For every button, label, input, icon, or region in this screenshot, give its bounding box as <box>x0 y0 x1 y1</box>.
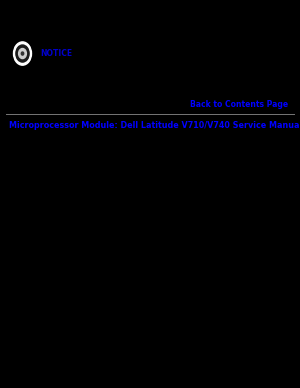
Circle shape <box>14 42 32 65</box>
Text: Microprocessor Module: Dell Latitude V710/V740 Service Manual: Microprocessor Module: Dell Latitude V71… <box>9 121 300 130</box>
Text: Back to Contents Page: Back to Contents Page <box>190 100 288 109</box>
Circle shape <box>21 52 24 55</box>
Text: NOTICE: NOTICE <box>40 49 73 58</box>
Circle shape <box>16 45 29 62</box>
Circle shape <box>19 48 26 59</box>
